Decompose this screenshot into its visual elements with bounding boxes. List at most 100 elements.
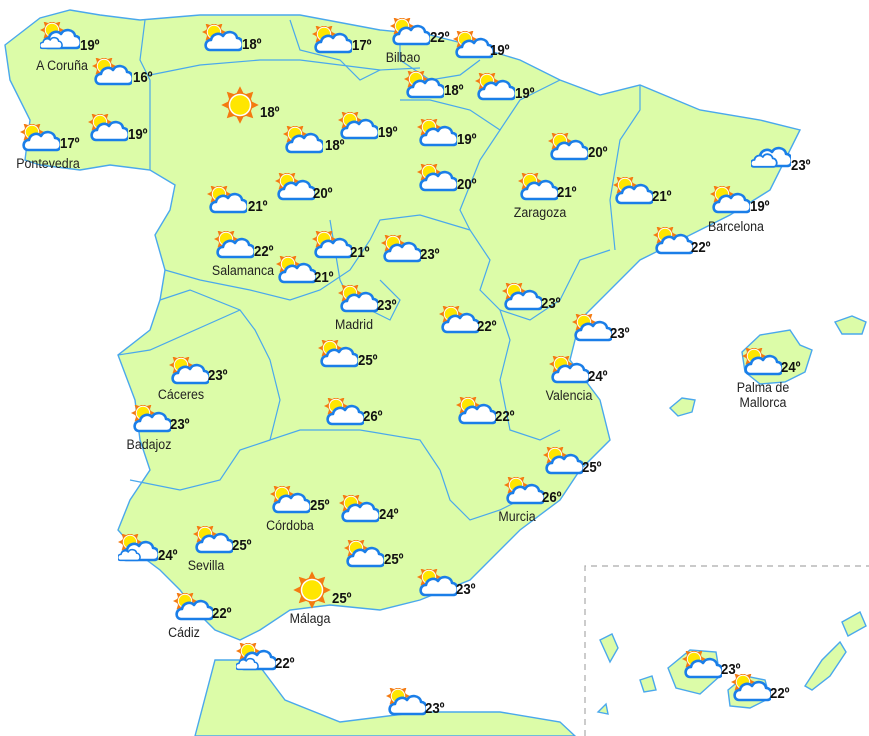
partly-cloudy-icon	[504, 473, 547, 509]
partly-cloudy-icon	[543, 443, 586, 479]
city-label: Badajoz	[126, 437, 172, 452]
temperature: 23º	[420, 246, 440, 263]
partly-cloudy-icon	[475, 69, 518, 105]
temperature: 16º	[133, 69, 153, 86]
city-label: Sevilla	[187, 558, 225, 573]
city-label: Salamanca	[211, 263, 275, 278]
temperature: 19º	[128, 126, 148, 143]
menorca	[833, 315, 867, 335]
partly-cloudy-icon	[324, 394, 367, 430]
temperature: 21º	[350, 244, 370, 261]
city-label: Palma de Mallorca	[736, 380, 790, 410]
partly-cloudy-icon	[20, 120, 63, 156]
partly-cloudy-icon	[682, 647, 725, 683]
city-label: Barcelona	[708, 219, 764, 234]
partly-cloudy-icon	[404, 67, 447, 103]
partly-cloudy-icon	[381, 231, 424, 267]
partly-cloudy-icon	[173, 589, 216, 625]
temperature: 19º	[80, 37, 100, 54]
partly-cloudy-icon	[92, 54, 135, 90]
temperature: 21º	[248, 198, 268, 215]
temperature: 23º	[377, 297, 397, 314]
temperature: 25º	[232, 537, 252, 554]
temperature: 23º	[208, 367, 228, 384]
temperature: 22º	[212, 605, 232, 622]
city-label: Valencia	[545, 388, 593, 403]
partly-cloudy-icon	[653, 223, 696, 259]
temperature: 20º	[457, 176, 477, 193]
sun-double-cloud-icon	[234, 639, 279, 675]
temperature: 24º	[379, 506, 399, 523]
sunny-icon	[292, 570, 332, 609]
partly-cloudy-icon	[339, 491, 382, 527]
partly-cloudy-icon	[202, 20, 245, 56]
temperature: 18º	[325, 137, 345, 154]
temperature: 20º	[588, 144, 608, 161]
temperature: 18º	[260, 104, 280, 121]
temperature: 25º	[358, 352, 378, 369]
city-label: Cáceres	[157, 387, 205, 402]
partly-cloudy-icon	[731, 670, 774, 706]
partly-cloudy-icon	[710, 182, 753, 218]
partly-cloudy-icon	[417, 115, 460, 151]
partly-cloudy-icon	[169, 353, 212, 389]
temperature: 25º	[332, 590, 352, 607]
temperature: 19º	[457, 131, 477, 148]
partly-cloudy-icon	[390, 14, 433, 50]
sun-double-cloud-icon	[38, 18, 83, 54]
partly-cloudy-icon	[338, 108, 381, 144]
partly-cloudy-icon	[572, 310, 615, 346]
partly-cloudy-icon	[613, 173, 656, 209]
temperature: 17º	[352, 37, 372, 54]
city-label: Bilbao	[385, 50, 421, 65]
temperature: 23º	[721, 661, 741, 678]
temperature: 22º	[477, 318, 497, 335]
temperature: 25º	[310, 497, 330, 514]
city-label: Pontevedra	[16, 156, 80, 171]
city-label: Málaga	[289, 611, 331, 626]
temperature: 23º	[541, 295, 561, 312]
temperature: 22º	[495, 408, 515, 425]
region-borders	[117, 19, 641, 521]
temperature: 22º	[275, 655, 295, 672]
partly-cloudy-icon	[439, 302, 482, 338]
partly-cloudy-icon	[193, 522, 236, 558]
city-label: Madrid	[335, 317, 373, 332]
temperature: 26º	[363, 408, 383, 425]
temperature: 23º	[170, 416, 190, 433]
partly-cloudy-icon	[312, 22, 355, 58]
canary-1	[599, 633, 619, 664]
temperature: 19º	[490, 42, 510, 59]
temperature: 18º	[444, 82, 464, 99]
mainland-spain	[4, 9, 802, 641]
city-label: Murcia	[498, 509, 536, 524]
canary-2	[639, 675, 657, 693]
temperature: 21º	[314, 269, 334, 286]
ibiza	[668, 397, 696, 417]
partly-cloudy-icon	[453, 27, 496, 63]
temperature: 19º	[515, 85, 535, 102]
cloudy-icon	[749, 144, 794, 176]
temperature: 19º	[378, 124, 398, 141]
city-label: A Coruña	[36, 58, 88, 73]
temperature: 25º	[582, 459, 602, 476]
partly-cloudy-icon	[548, 129, 591, 165]
partly-cloudy-icon	[386, 684, 429, 720]
partly-cloudy-icon	[275, 169, 318, 205]
temperature: 24º	[588, 368, 608, 385]
partly-cloudy-icon	[88, 110, 131, 146]
temperature: 23º	[456, 581, 476, 598]
canary-inset-frame	[584, 565, 869, 736]
temperature: 19º	[750, 198, 770, 215]
partly-cloudy-icon	[270, 482, 313, 518]
partly-cloudy-icon	[502, 279, 545, 315]
temperature: 22º	[770, 685, 790, 702]
temperature: 22º	[254, 243, 274, 260]
partly-cloudy-icon	[549, 352, 592, 388]
temperature: 26º	[542, 489, 562, 506]
partly-cloudy-icon	[456, 393, 499, 429]
partly-cloudy-icon	[417, 160, 460, 196]
partly-cloudy-icon	[214, 227, 257, 263]
partly-cloudy-icon	[417, 565, 460, 601]
